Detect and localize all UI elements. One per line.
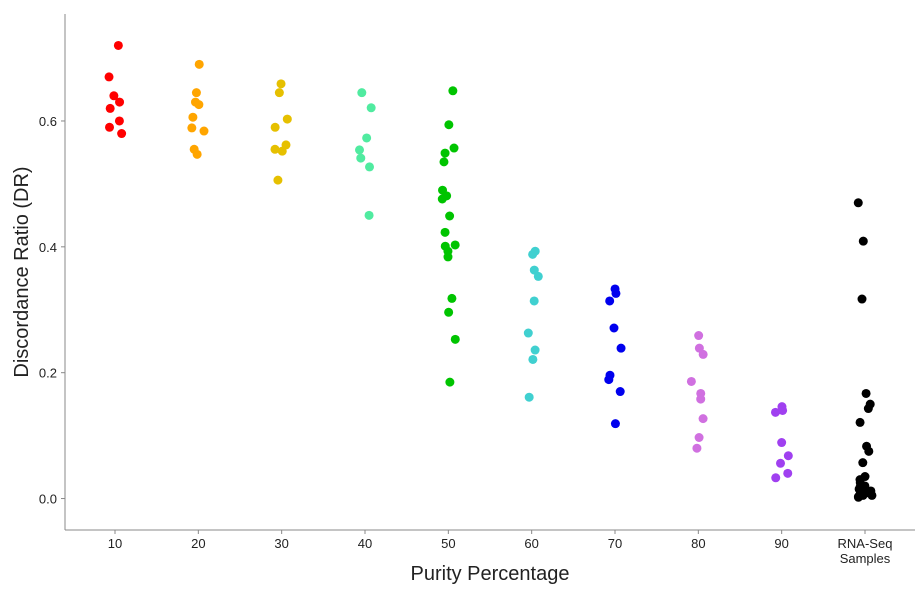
x-tick-label: 10 xyxy=(107,536,123,551)
point xyxy=(276,79,286,89)
point xyxy=(199,126,209,136)
point xyxy=(366,103,376,113)
point xyxy=(362,133,372,143)
point xyxy=(771,473,781,483)
y-axis-title: Discordance Ratio (DR) xyxy=(11,166,33,377)
point xyxy=(188,112,198,122)
point xyxy=(437,194,447,204)
point xyxy=(616,343,626,353)
point xyxy=(604,375,614,385)
point xyxy=(855,417,865,427)
x-tick-label: 20 xyxy=(191,536,206,551)
point xyxy=(191,88,201,98)
point xyxy=(117,129,127,139)
point xyxy=(450,334,460,344)
point xyxy=(114,116,124,126)
point xyxy=(523,328,533,338)
point xyxy=(445,211,455,221)
point xyxy=(867,490,877,500)
point xyxy=(858,458,868,468)
point xyxy=(860,489,870,499)
point xyxy=(777,438,787,448)
point xyxy=(864,446,874,456)
point xyxy=(686,376,696,386)
x-tick-label: 30 xyxy=(274,536,289,551)
point xyxy=(444,120,454,130)
point xyxy=(530,345,540,355)
point xyxy=(115,97,125,107)
point xyxy=(528,354,538,364)
point xyxy=(439,157,449,167)
y-tick-label: 0.4 xyxy=(39,240,57,255)
point xyxy=(615,387,625,397)
point xyxy=(273,175,283,185)
point xyxy=(529,296,539,306)
point xyxy=(694,432,704,442)
x-tick-label: 90 xyxy=(774,536,789,551)
point xyxy=(444,307,454,317)
x-tick-label: 60 xyxy=(524,536,539,551)
point xyxy=(783,451,793,461)
point xyxy=(105,103,115,113)
point xyxy=(698,414,708,424)
x-tick-label: 40 xyxy=(357,536,373,551)
point xyxy=(277,146,287,156)
point xyxy=(440,227,450,237)
point xyxy=(696,394,706,404)
point xyxy=(611,288,621,298)
point xyxy=(354,145,364,155)
point xyxy=(194,59,204,69)
y-tick-label: 0.2 xyxy=(39,366,57,381)
point xyxy=(694,331,704,341)
point xyxy=(778,405,788,415)
point xyxy=(270,144,280,154)
point xyxy=(449,143,459,153)
point xyxy=(192,149,202,159)
point xyxy=(282,114,292,124)
point xyxy=(698,349,708,359)
point xyxy=(105,122,115,132)
point xyxy=(692,443,702,453)
point xyxy=(609,323,619,333)
point xyxy=(364,210,374,220)
point xyxy=(528,249,538,259)
y-tick-label: 0.0 xyxy=(39,492,57,507)
point xyxy=(853,198,863,208)
point xyxy=(445,377,455,387)
point xyxy=(861,388,871,398)
point xyxy=(274,88,284,98)
point xyxy=(533,271,543,281)
point xyxy=(447,293,457,303)
point xyxy=(783,468,793,478)
point xyxy=(448,86,458,96)
point xyxy=(109,91,119,101)
point xyxy=(113,40,123,50)
point xyxy=(776,458,786,468)
point xyxy=(187,123,197,133)
point xyxy=(858,236,868,246)
x-tick-label: 70 xyxy=(607,536,623,551)
x-tick-label: 50 xyxy=(441,536,456,551)
x-tick-label: 80 xyxy=(691,536,706,551)
point xyxy=(194,100,204,110)
point xyxy=(104,72,114,82)
point xyxy=(857,294,867,304)
point xyxy=(605,296,615,306)
point xyxy=(770,407,780,417)
y-tick-label: 0.6 xyxy=(39,114,57,129)
point xyxy=(524,392,534,402)
point xyxy=(356,153,366,163)
x-tick-label: RNA-Seq Samples xyxy=(837,536,893,566)
point xyxy=(440,148,450,158)
point xyxy=(450,240,460,250)
point xyxy=(365,162,375,172)
point xyxy=(863,404,873,414)
point xyxy=(270,122,280,132)
point xyxy=(610,419,620,429)
point xyxy=(443,252,453,262)
x-axis-title: Purity Percentage xyxy=(411,563,570,585)
point xyxy=(357,88,367,98)
